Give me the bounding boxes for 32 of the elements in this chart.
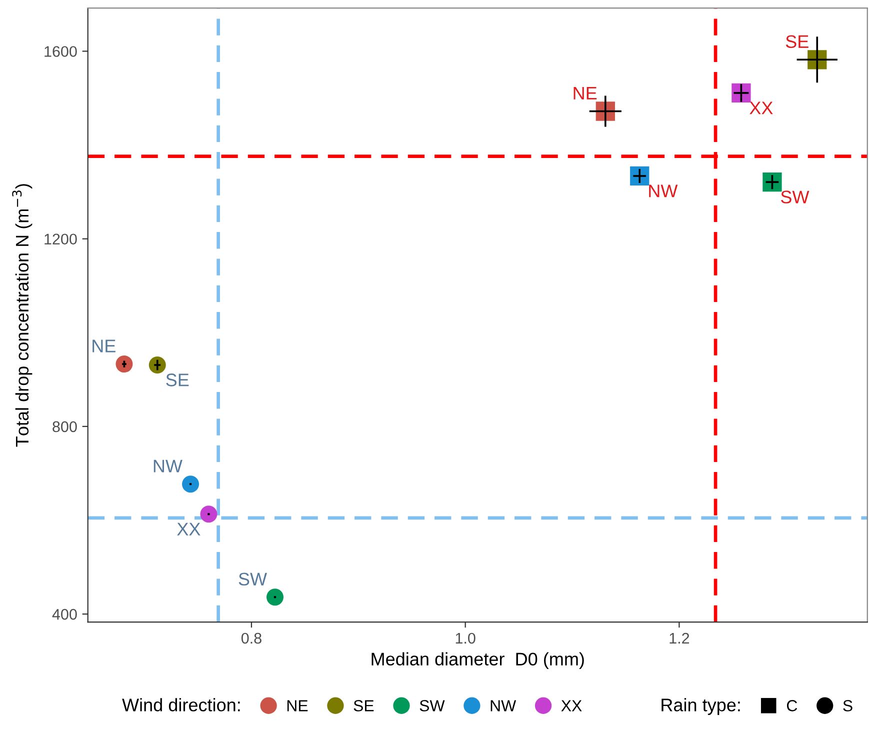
annotation: SW — [238, 572, 267, 586]
annotation: NE — [574, 86, 597, 100]
legend-label: SW — [420, 700, 445, 712]
y-tick-label: 400 — [52, 608, 77, 620]
y-tick-label: 1600 — [44, 46, 77, 57]
point — [116, 356, 133, 373]
annotation: NW — [649, 184, 678, 198]
x-tick-label: 1.0 — [456, 632, 476, 644]
legend-label: SE — [354, 700, 374, 712]
x-tick-label: 0.8 — [241, 632, 262, 644]
annotation: SW — [781, 190, 810, 204]
text: Wind direction: — [122, 698, 240, 712]
point — [182, 476, 200, 493]
legend-label: S — [843, 700, 852, 712]
annotation: NW — [154, 460, 182, 472]
legend-label: NW — [490, 700, 516, 712]
annotation: XX — [177, 522, 200, 536]
annotation: SE — [786, 35, 808, 48]
x-axis-title: Median diameter D0 (mm) — [372, 652, 584, 670]
y-tick-label: 800 — [52, 421, 77, 432]
x-tick-label: 1.2 — [670, 632, 690, 644]
text: Rain type: — [662, 698, 740, 715]
legend-label: XX — [561, 700, 582, 712]
annotation: XX — [750, 102, 773, 114]
point — [266, 588, 284, 606]
y-axis-title: Total drop concentration N (m$^{−3}$) — [12, 184, 32, 447]
annotation: SE — [166, 374, 189, 386]
y-tick-label: 1200 — [44, 234, 77, 245]
legend-label: NE — [287, 700, 308, 712]
legend-label: C — [786, 700, 798, 712]
point — [200, 506, 218, 523]
annotation: NE — [92, 340, 116, 352]
